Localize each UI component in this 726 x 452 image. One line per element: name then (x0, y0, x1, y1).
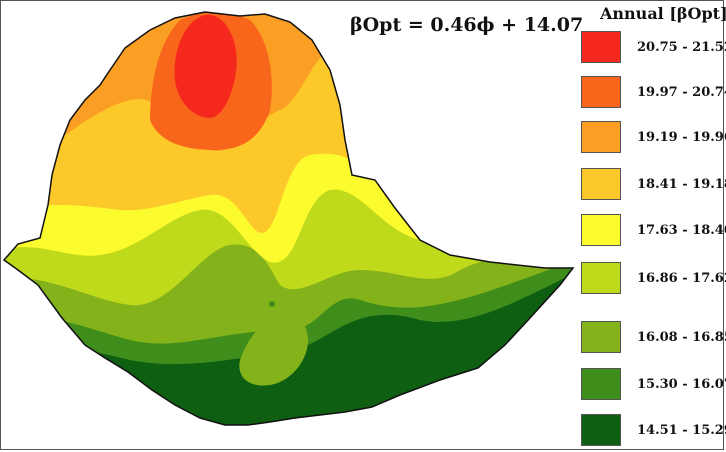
legend-range: 16.86 - 17.62 (637, 270, 726, 286)
legend-swatch (581, 368, 621, 400)
legend-range: 15.30 - 16.07 (637, 376, 726, 392)
legend-range: 18.41 - 19.18 (637, 176, 726, 192)
band-pocket (239, 313, 309, 386)
legend-item: 19.97 - 20.74 (581, 75, 726, 109)
legend-range: 14.51 - 15.29 (637, 422, 726, 438)
legend-swatch (581, 121, 621, 153)
legend-swatch (581, 321, 621, 353)
legend-title: Annual [βOpt] (600, 4, 726, 23)
band-23 (174, 14, 237, 118)
legend-item: 16.86 - 17.62 (581, 261, 726, 295)
equation-label: βOpt = 0.46ϕ + 14.07 (350, 14, 584, 36)
legend-swatch (581, 414, 621, 446)
legend-range: 19.19 - 19.96 (637, 129, 726, 145)
legend-range: 16.08 - 16.85 (637, 329, 726, 345)
legend-item: 14.51 - 15.29 (581, 413, 726, 447)
legend-item: 20.75 - 21.52 (581, 30, 726, 64)
legend-item: 17.63 - 18.40 (581, 213, 726, 247)
legend-swatch (581, 76, 621, 108)
legend-swatch (581, 168, 621, 200)
contour-bands (4, 12, 573, 425)
legend-range: 20.75 - 21.52 (637, 39, 726, 55)
band-point (269, 301, 275, 307)
legend-swatch (581, 262, 621, 294)
legend-item: 16.08 - 16.85 (581, 320, 726, 354)
legend-item: 15.30 - 16.07 (581, 367, 726, 401)
legend-item: 19.19 - 19.96 (581, 120, 726, 154)
legend-range: 17.63 - 18.40 (637, 222, 726, 238)
legend-swatch (581, 214, 621, 246)
legend-range: 19.97 - 20.74 (637, 84, 726, 100)
legend-swatch (581, 31, 621, 63)
legend-item: 18.41 - 19.18 (581, 167, 726, 201)
country-border (2, 11, 575, 426)
